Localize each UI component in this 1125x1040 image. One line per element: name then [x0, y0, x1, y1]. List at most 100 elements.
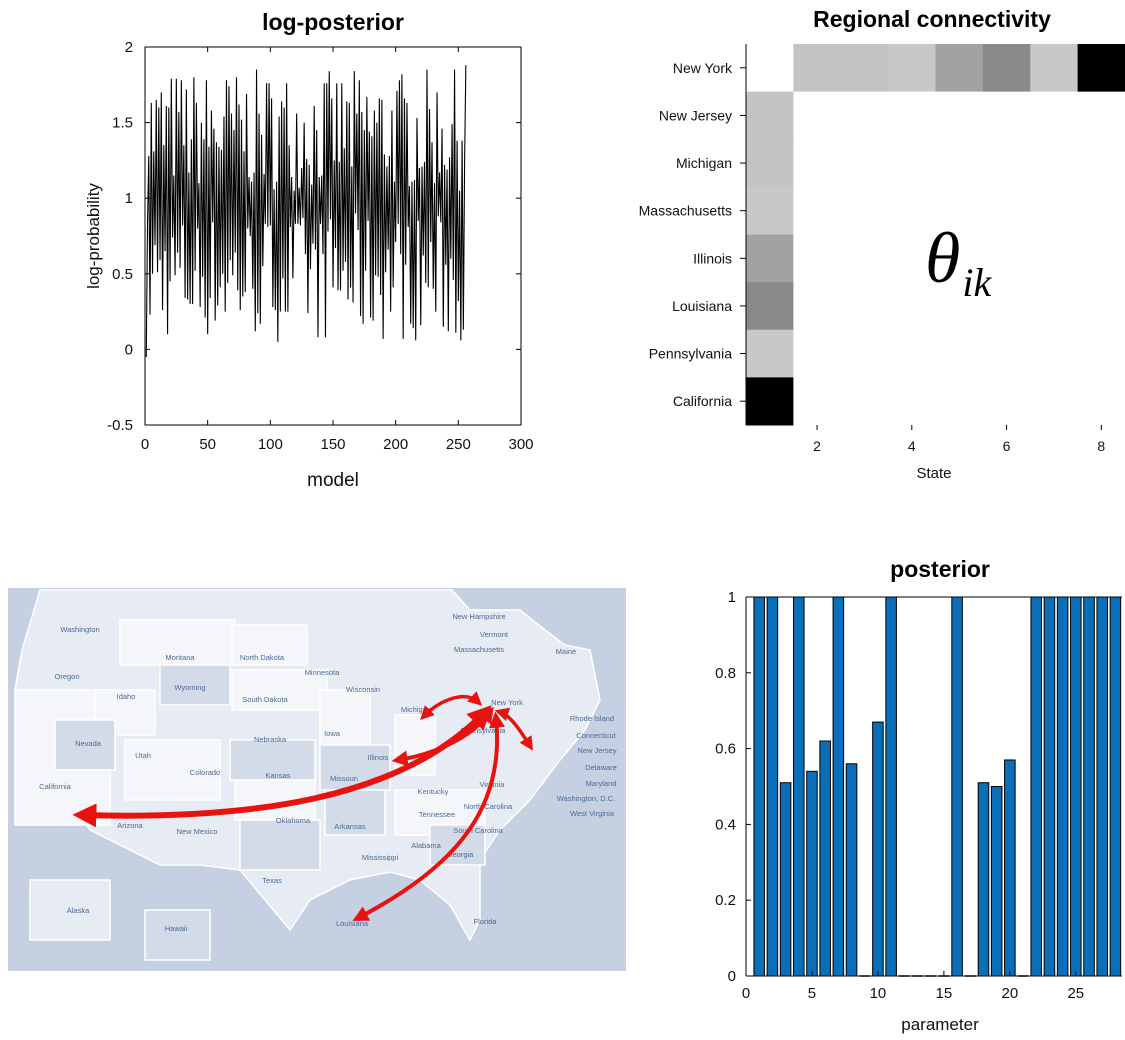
posterior-y-tick-label: 0.4 [715, 816, 736, 833]
map-state-label: Missouri [330, 774, 358, 783]
x-tick-label: 200 [383, 436, 408, 453]
heatmap-x-tick-label: 4 [908, 438, 916, 454]
us-map-panel: Washington Oregon Montana Idaho Wyoming North… [8, 588, 626, 971]
map-state-label: Hawaii [165, 924, 188, 933]
x-tick-label: 250 [446, 436, 471, 453]
connectivity-cells [746, 44, 1125, 426]
map-state-label: Kentucky [418, 787, 449, 796]
posterior-y-tick-label: 0.2 [715, 892, 736, 909]
map-state-label: Arkansas [334, 822, 366, 831]
map-state-label: Maryland [586, 779, 617, 788]
posterior-x-tick-label: 5 [808, 985, 816, 1002]
posterior-bar [766, 596, 779, 977]
y-tick-label: 0.5 [112, 266, 133, 283]
posterior-bar [819, 740, 831, 977]
connectivity-row-labels: New York New Jersey Michigan Massachusetts I… [639, 60, 746, 409]
theta-annotation: θik [925, 218, 992, 305]
posterior-y-tick-label: 0.6 [715, 741, 736, 758]
posterior-y-ticks: 0 0.2 0.4 0.6 0.8 1 [715, 589, 751, 985]
map-state-label: North Dakota [240, 653, 285, 662]
map-state-label: West Virginia [570, 809, 615, 818]
x-tick-label: 150 [320, 436, 345, 453]
log-posterior-line [145, 65, 467, 357]
posterior-y-tick-label: 0.8 [715, 665, 736, 682]
heatmap-cell-col1 [746, 186, 794, 235]
map-state-label: New Hampshire [452, 612, 505, 621]
alaska-inset [29, 879, 111, 941]
posterior-title: posterior [890, 556, 990, 582]
map-state-label: California [39, 782, 72, 791]
heatmap-x-tick-label: 2 [813, 438, 821, 454]
map-state-shape [319, 689, 371, 751]
map-state-label: Kansas [265, 771, 290, 780]
map-state-label: Washington [60, 625, 99, 634]
posterior-bar [779, 782, 792, 977]
posterior-bar [832, 596, 845, 977]
log-posterior-series [145, 65, 467, 357]
map-state-label: Massachusetts [454, 645, 504, 654]
log-posterior-x-ticks: 0 50 100 150 200 250 300 [141, 47, 534, 453]
heatmap-cell-row1 [840, 44, 889, 92]
posterior-bar [1030, 596, 1043, 977]
connectivity-title: Regional connectivity [813, 6, 1051, 32]
map-state-label: New Mexico [177, 827, 218, 836]
map-arrow [494, 707, 533, 751]
posterior-y-tick-label: 0 [728, 968, 736, 985]
map-state-shape [159, 664, 231, 706]
map-arrows [72, 691, 533, 921]
map-state-label: Idaho [117, 692, 136, 701]
x-tick-label: 100 [258, 436, 283, 453]
heatmap-x-tick-label: 8 [1097, 438, 1105, 454]
map-state-label: Louisiana [336, 919, 369, 928]
map-state-label: North Carolina [464, 802, 513, 811]
log-posterior-y-ticks: -0.5 0 0.5 1 1.5 2 [107, 39, 521, 434]
heatmap-cell-col1 [746, 282, 794, 331]
map-state-label: South Carolina [453, 826, 503, 835]
posterior-bar [1109, 596, 1122, 977]
map-state-label: Mississippi [362, 853, 399, 862]
map-state-label: Minnesota [305, 668, 340, 677]
map-state-label: Connecticut [576, 731, 617, 740]
connectivity-xlabel: State [916, 465, 951, 482]
log-posterior-title: log-posterior [262, 9, 404, 35]
heatmap-cell-col1 [746, 234, 794, 283]
heatmap-row-label: New Jersey [659, 107, 732, 123]
map-state-label: Iowa [324, 729, 341, 738]
map-state-shape [231, 624, 308, 666]
posterior-bar [951, 596, 963, 977]
posterior-bar [845, 763, 858, 977]
map-state-label: Alaska [67, 906, 90, 915]
map-state-label: Illinois [368, 753, 389, 762]
map-state-label: Vermont [480, 630, 509, 639]
connectivity-panel: Regional connectivity New York New Jersey… [639, 6, 1125, 482]
map-state-label: New York [491, 698, 523, 707]
heatmap-cell-row1 [1077, 44, 1125, 92]
heatmap-cell-row1 [888, 44, 936, 92]
y-tick-label: 0 [125, 341, 133, 358]
posterior-bars [753, 596, 1122, 977]
heatmap-row-label: Illinois [693, 250, 732, 266]
heatmap-cell-col1 [746, 139, 794, 188]
heatmap-row-label: Massachusetts [639, 203, 732, 219]
heatmap-cell-col1 [746, 377, 794, 426]
map-state-label: Delaware [585, 763, 617, 772]
heatmap-cell-row1 [1030, 44, 1079, 92]
x-tick-label: 0 [141, 436, 149, 453]
posterior-xlabel: parameter [901, 1015, 979, 1034]
posterior-bar [792, 596, 805, 977]
map-state-label: Nevada [75, 739, 102, 748]
log-posterior-ylabel: log-probability [84, 183, 103, 289]
x-tick-label: 50 [199, 436, 216, 453]
posterior-bar [1043, 596, 1056, 977]
map-state-label: South Dakota [242, 695, 288, 704]
posterior-bar [1070, 596, 1082, 977]
map-state-label: Montana [165, 653, 195, 662]
hawaii-inset [144, 909, 211, 961]
heatmap-row-label: Pennsylvania [649, 346, 732, 362]
posterior-x-tick-label: 20 [1002, 985, 1019, 1002]
posterior-x-tick-label: 10 [870, 985, 887, 1002]
x-tick-label: 300 [508, 436, 533, 453]
posterior-x-tick-label: 15 [936, 985, 953, 1002]
map-state-label: Alabama [411, 841, 441, 850]
posterior-bar [1056, 596, 1069, 977]
